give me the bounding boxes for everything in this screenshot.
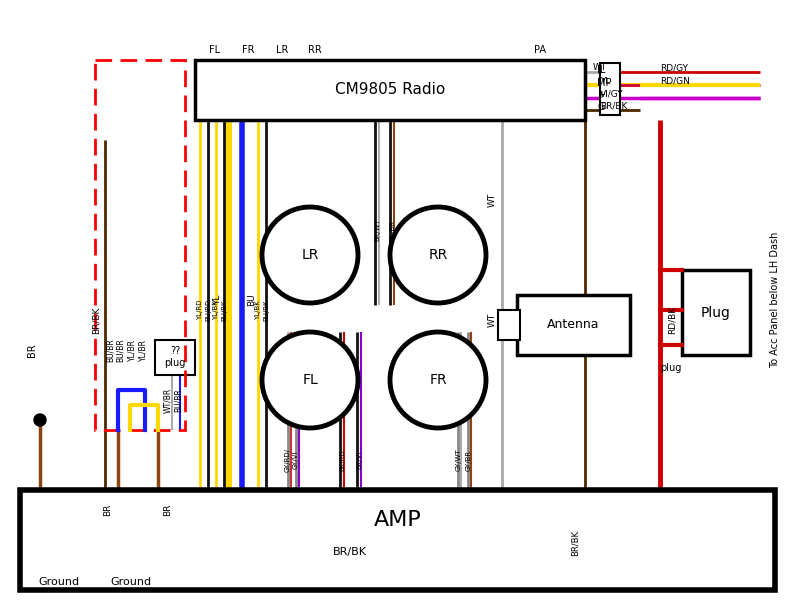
Text: BU/BK: BU/BK [263, 299, 269, 321]
Text: YL/BK: YL/BK [213, 300, 219, 320]
Text: WT: WT [487, 313, 497, 327]
Text: MP: MP [597, 78, 611, 88]
Text: FL: FL [302, 373, 318, 387]
Bar [600, 63, 620, 115]
Text: IL: IL [597, 65, 606, 75]
Bar [95, 60, 185, 430]
Text: GY/BR: GY/BR [466, 449, 472, 470]
Text: BU/BR: BU/BR [106, 338, 114, 362]
Text: BU/BR: BU/BR [174, 388, 182, 412]
Text: RR: RR [308, 45, 322, 55]
Text: BK/WT: BK/WT [374, 218, 380, 241]
Bar [20, 490, 775, 590]
Circle shape [390, 332, 486, 428]
Circle shape [262, 332, 358, 428]
Text: YL: YL [214, 295, 222, 305]
Text: GY/VI: GY/VI [293, 451, 299, 469]
Text: BK/RD: BK/RD [339, 449, 345, 471]
Text: Ground: Ground [38, 577, 79, 587]
Text: RD/BK: RD/BK [667, 306, 677, 334]
Text: BR/BK: BR/BK [91, 307, 101, 334]
Text: FR: FR [429, 373, 447, 387]
Text: +: + [597, 90, 605, 100]
Text: FR: FR [242, 45, 254, 55]
Text: RR: RR [428, 248, 448, 262]
Text: AMP: AMP [374, 510, 422, 530]
Text: RD/GY: RD/GY [660, 64, 688, 73]
Text: Ground: Ground [110, 577, 151, 587]
Text: To Acc Panel below LH Dash: To Acc Panel below LH Dash [770, 232, 780, 368]
Text: GY/WT: GY/WT [456, 449, 462, 472]
Text: RD/GN: RD/GN [660, 76, 690, 85]
Text: CM9805 Radio: CM9805 Radio [335, 82, 445, 97]
Text: Plug: Plug [701, 305, 731, 319]
Circle shape [34, 414, 46, 426]
Text: FL: FL [210, 45, 221, 55]
Bar [517, 295, 630, 355]
Text: BR/BK: BR/BK [333, 547, 367, 557]
Text: BR/BK: BR/BK [570, 530, 579, 556]
Text: LR: LR [276, 45, 288, 55]
Bar [682, 270, 750, 355]
Text: YL/BR: YL/BR [138, 339, 147, 361]
Circle shape [262, 207, 358, 303]
Text: GY/RD/: GY/RD/ [285, 448, 291, 472]
Text: BU/RD: BU/RD [205, 299, 211, 321]
Text: BR: BR [103, 504, 113, 516]
Text: BU/BK: BU/BK [221, 299, 227, 321]
Text: WT/BR: WT/BR [163, 388, 173, 413]
Text: BU: BU [247, 293, 257, 307]
Text: WT: WT [593, 64, 607, 73]
Text: PA: PA [534, 45, 546, 55]
Text: ??
plug: ?? plug [164, 346, 186, 368]
Text: BK/BR: BK/BR [389, 220, 395, 241]
Text: YL/BK: YL/BK [255, 300, 261, 320]
Text: BU/BR: BU/BR [115, 338, 125, 362]
Text: Antenna: Antenna [547, 319, 600, 331]
Text: BR: BR [163, 504, 173, 516]
Text: BR: BR [27, 343, 37, 357]
Text: LR: LR [302, 248, 318, 262]
Text: VI/GY: VI/GY [600, 89, 624, 98]
Text: WT: WT [487, 193, 497, 207]
Text: YL/RD: YL/RD [197, 300, 203, 320]
Bar [498, 310, 520, 340]
Text: G: G [597, 102, 605, 112]
Text: plug: plug [660, 363, 682, 373]
Bar [195, 60, 585, 120]
Text: YL/BR: YL/BR [127, 339, 137, 361]
Text: BR/BK: BR/BK [600, 101, 627, 110]
Circle shape [390, 207, 486, 303]
Bar [155, 340, 195, 375]
Text: BK/VI: BK/VI [356, 451, 362, 469]
Text: YL: YL [600, 76, 610, 85]
